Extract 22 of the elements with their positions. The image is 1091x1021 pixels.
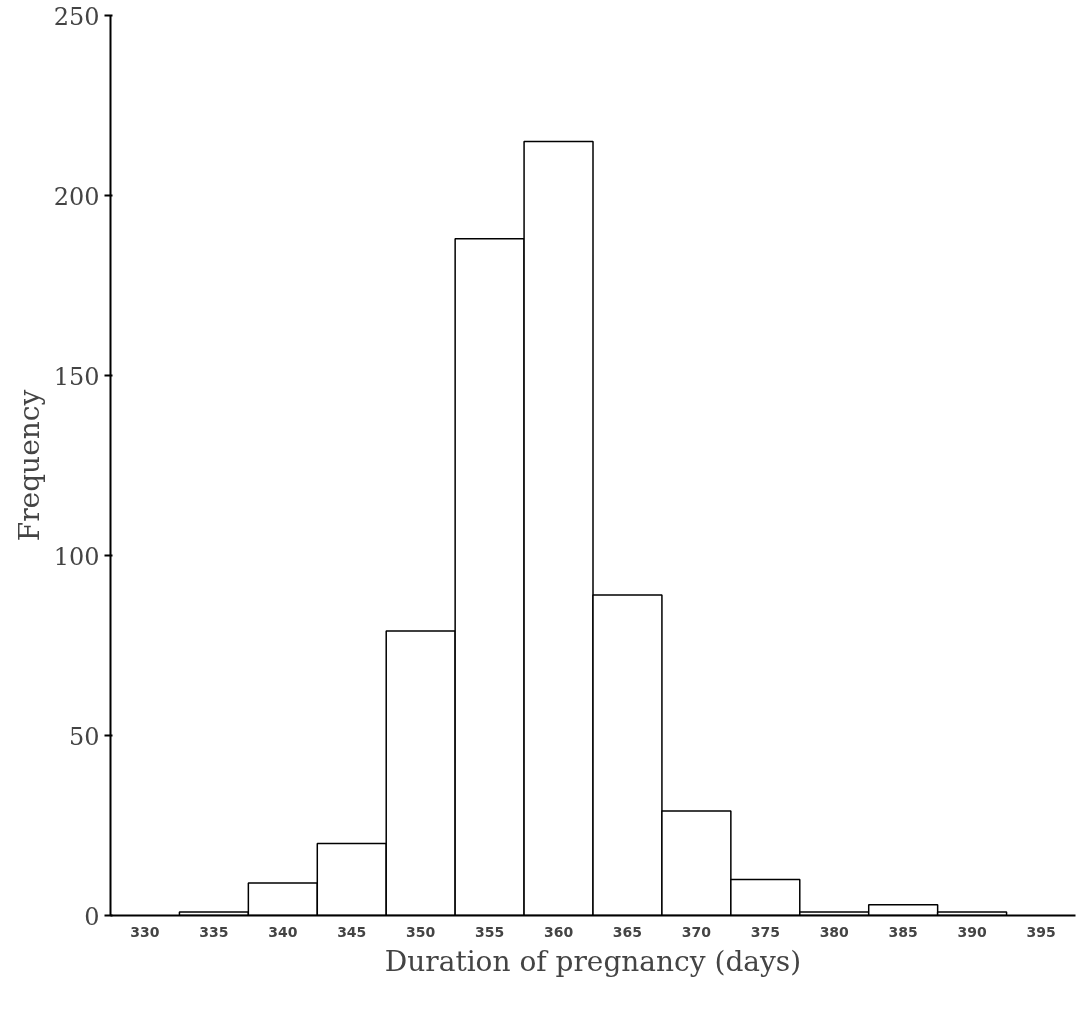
x-tick-label: 360 <box>543 923 574 940</box>
x-tick-label: 340 <box>268 923 298 940</box>
y-tick-label: 50 <box>68 722 100 751</box>
y-tick-label: 200 <box>53 182 100 211</box>
y-tick-label: 100 <box>53 542 100 571</box>
y-tick-label: 250 <box>53 2 100 31</box>
x-tick-label: 335 <box>199 923 229 940</box>
y-tick-label: 0 <box>84 902 100 931</box>
x-tick-label: 385 <box>888 923 918 940</box>
x-tick-label: 395 <box>1026 923 1056 940</box>
x-tick-label: 350 <box>406 923 436 940</box>
x-tick-label: 345 <box>337 923 367 940</box>
y-axis-title: Frequency <box>12 389 46 542</box>
x-tick-label: 380 <box>819 923 850 940</box>
x-tick-label: 370 <box>681 923 712 940</box>
x-tick-label: 330 <box>130 923 160 940</box>
x-axis-title: Duration of pregnancy (days) <box>384 944 802 978</box>
x-tick-label: 390 <box>957 923 987 940</box>
y-tick-label: 150 <box>53 362 100 391</box>
x-tick-label: 355 <box>475 923 505 940</box>
x-tick-label: 375 <box>750 923 780 940</box>
x-tick-label: 365 <box>612 923 643 940</box>
